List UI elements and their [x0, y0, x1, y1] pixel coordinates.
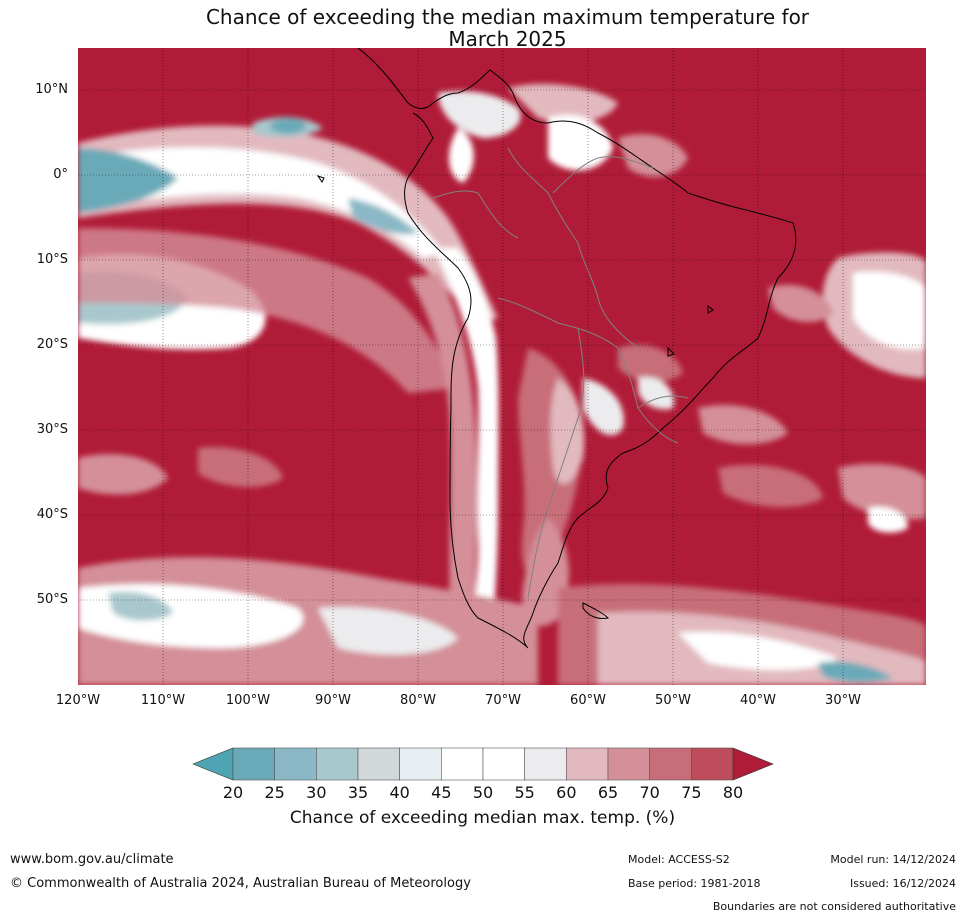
lat-label-40s: 40°S	[36, 507, 68, 522]
colorbar-cell	[441, 747, 484, 781]
colorbar-high-arrow	[732, 747, 774, 781]
lat-label-0: 0°	[53, 167, 68, 182]
colorbar-tick-label: 60	[556, 783, 577, 802]
lon-label-40w: 40°W	[740, 693, 776, 708]
colorbar-cell	[691, 747, 734, 781]
lon-label-100w: 100°W	[225, 693, 271, 708]
colorbar-tick-label: 75	[681, 783, 702, 802]
colorbar-tick-label: 80	[722, 783, 744, 802]
probability-contours	[78, 83, 926, 685]
colorbar-tick-label: 70	[639, 783, 660, 802]
footer-disclaimer: Boundaries are not considered authoritat…	[712, 900, 956, 913]
lon-label-110w: 110°W	[140, 693, 186, 708]
lon-label-90w: 90°W	[315, 693, 351, 708]
colorbar-cell	[399, 747, 442, 781]
colorbar-tick-label: 35	[347, 783, 369, 802]
probability-map	[78, 48, 926, 685]
colorbar-tick-label: 25	[264, 783, 285, 802]
footer-issued: Issued: 16/12/2024	[849, 877, 956, 890]
colorbar-cell	[607, 747, 650, 781]
lat-label-50s: 50°S	[36, 592, 68, 607]
colorbar-cell	[316, 747, 359, 781]
map-title-line-2: March 2025	[448, 27, 567, 51]
footer-copyright: © Commonwealth of Australia 2024, Austra…	[10, 876, 471, 891]
footer-model-run: Model run: 14/12/2024	[830, 853, 956, 866]
country-borders	[432, 147, 689, 599]
colorbar-tick-label: 40	[389, 783, 410, 802]
colorbar-tick-label: 45	[431, 783, 452, 802]
colorbar-tick-label: 55	[514, 783, 535, 802]
colorbar	[192, 747, 774, 781]
footer-model: Model: ACCESS-S2	[628, 853, 730, 866]
lat-label-30s: 30°S	[36, 422, 68, 437]
map-title-line-1: Chance of exceeding the median maximum t…	[205, 5, 810, 29]
graticule	[78, 48, 926, 685]
colorbar-cell	[524, 747, 567, 781]
colorbar-cell	[357, 747, 400, 781]
lat-label-20s: 20°S	[36, 337, 68, 352]
colorbar-tick-label: 50	[472, 783, 494, 802]
lon-label-80w: 80°W	[400, 693, 436, 708]
coastlines	[316, 48, 797, 649]
lon-label-30w: 30°W	[825, 693, 861, 708]
colorbar-cell	[232, 747, 275, 781]
colorbar-cell	[649, 747, 692, 781]
colorbar-tick-label: 20	[222, 783, 244, 802]
colorbar-label: Chance of exceeding median max. temp. (%…	[289, 808, 676, 828]
lon-label-120w: 120°W	[55, 693, 101, 708]
colorbar-tick-label: 65	[597, 783, 619, 802]
lon-label-70w: 70°W	[485, 693, 521, 708]
colorbar-cell	[274, 747, 317, 781]
colorbar-tick-label: 30	[306, 783, 327, 802]
colorbar-cell	[566, 747, 609, 781]
lat-label-10s: 10°S	[36, 252, 68, 267]
footer-website: www.bom.gov.au/climate	[10, 852, 174, 867]
colorbar-low-arrow	[192, 747, 234, 781]
lon-label-50w: 50°W	[655, 693, 691, 708]
lat-label-10n: 10°N	[35, 82, 68, 97]
colorbar-cell	[482, 747, 525, 781]
colorbar-cells	[232, 747, 734, 781]
lon-label-60w: 60°W	[570, 693, 606, 708]
map-canvas	[78, 48, 926, 685]
footer-base-period: Base period: 1981-2018	[628, 877, 761, 890]
